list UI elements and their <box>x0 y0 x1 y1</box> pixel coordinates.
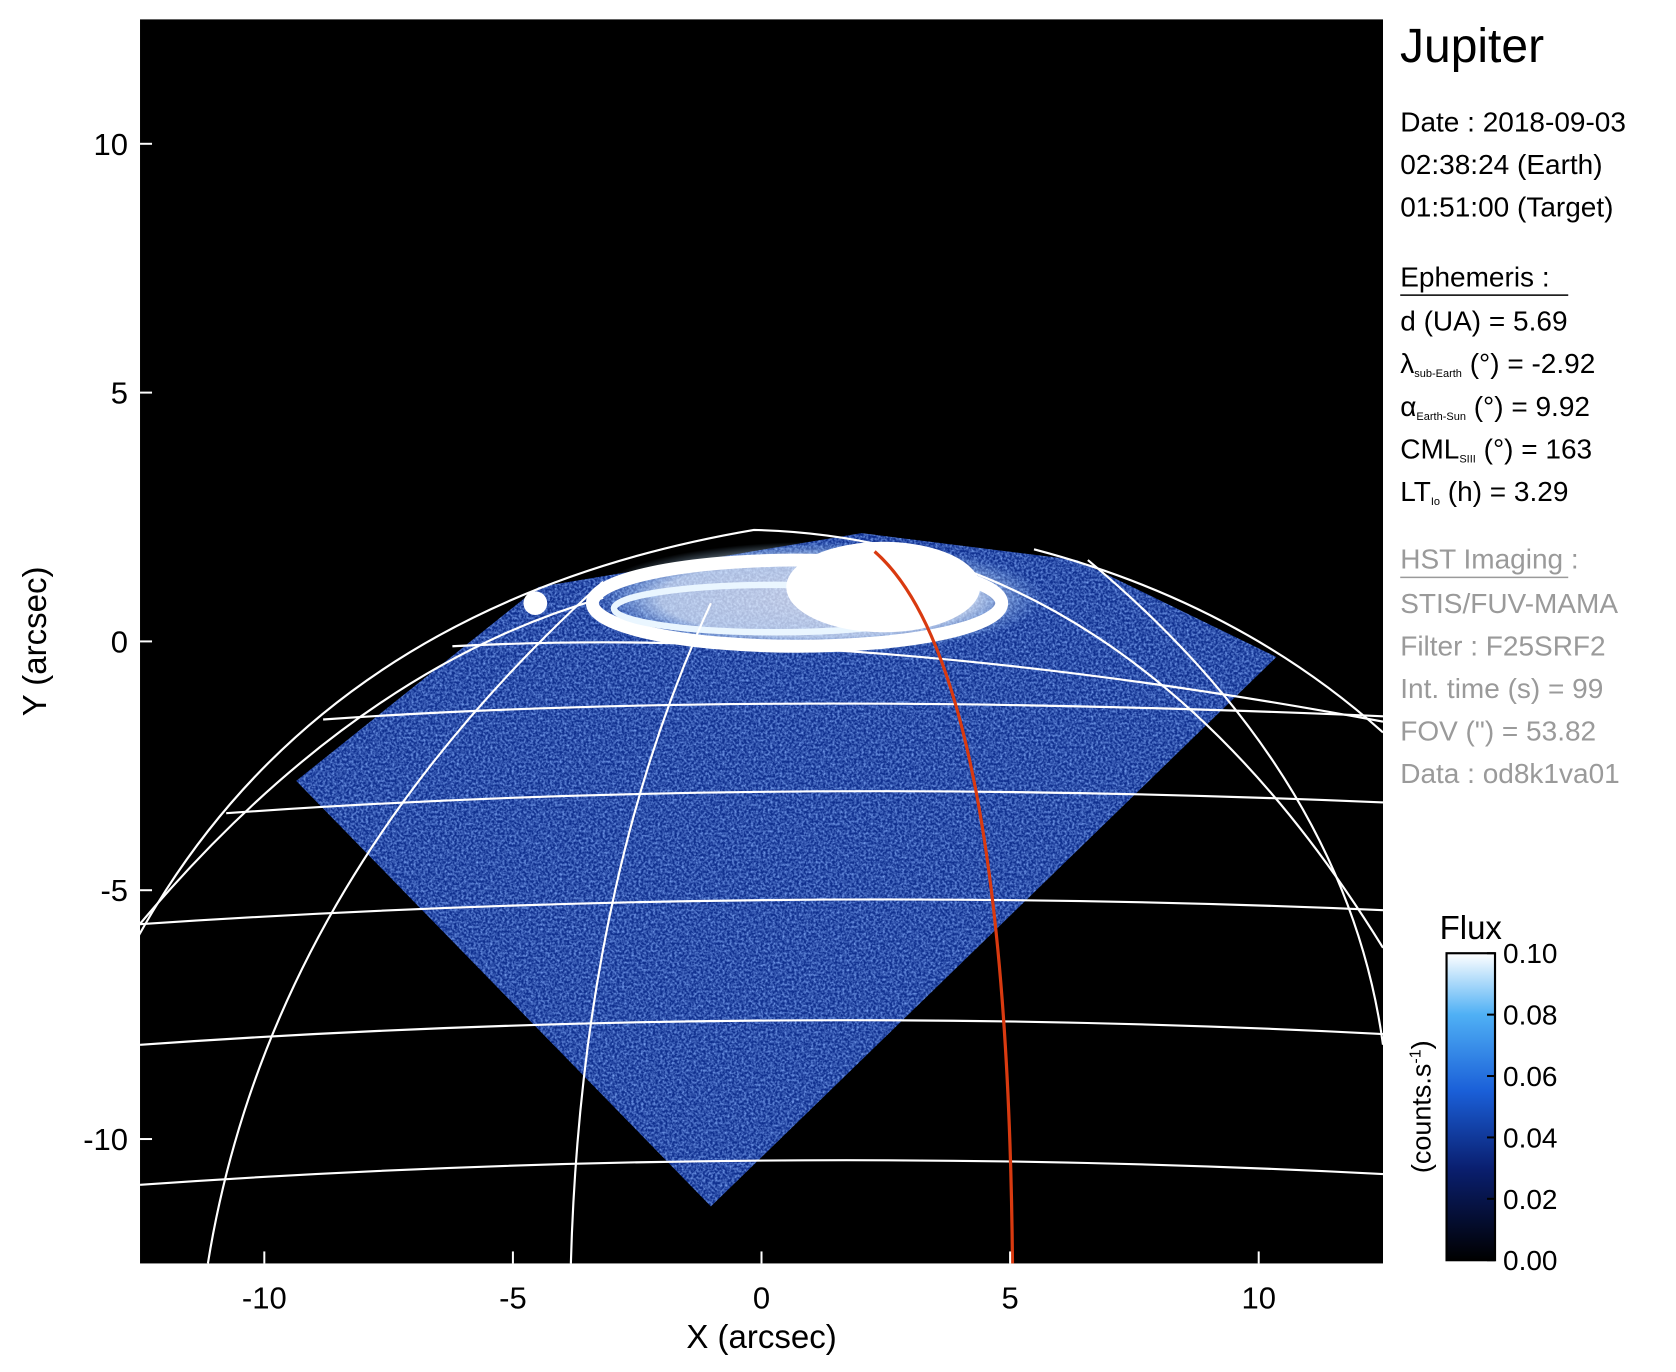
colorbar-tick-label: 0.04 <box>1503 1122 1558 1153</box>
value-text: (h) = 3.29 <box>1440 476 1568 507</box>
observation-line: Filter : F25SRF2 <box>1400 630 1605 661</box>
x-tick-label: -5 <box>499 1280 527 1315</box>
x-tick-label: -10 <box>242 1280 287 1315</box>
colorbar-label: Flux <box>1440 909 1503 946</box>
value-text: (°) = 163 <box>1476 433 1592 464</box>
x-tick-label: 5 <box>1001 1280 1018 1315</box>
observation-line: FOV (") = 53.82 <box>1400 716 1596 747</box>
reference-meridian <box>873 550 1015 1264</box>
date-line: 01:51:00 (Target) <box>1400 191 1613 222</box>
aurora-bright <box>786 541 981 633</box>
ephemeris-line: CMLSIII (°) = 163 <box>1400 433 1592 465</box>
observation-line: STIS/FUV-MAMA <box>1400 588 1618 619</box>
colorbar-tick-label: 0.02 <box>1503 1184 1558 1215</box>
symbol: LT <box>1400 476 1431 507</box>
unit-text: (counts.s <box>1406 1064 1436 1174</box>
y-tick-label: -5 <box>100 873 128 908</box>
x-tick-label: 10 <box>1241 1280 1275 1315</box>
section-title: HST Imaging : <box>1400 544 1578 575</box>
observation-line: Data : od8k1va01 <box>1400 758 1620 789</box>
colorbar-tick-label: 0.06 <box>1503 1061 1558 1092</box>
subscript: Io <box>1431 496 1440 508</box>
title: Jupiter <box>1400 20 1544 73</box>
value-text: = 5.69 <box>1481 306 1567 337</box>
unit-end: ) <box>1406 1040 1436 1049</box>
ephemeris-line: αEarth-Sun (°) = 9.92 <box>1400 391 1590 423</box>
y-tick-label: 5 <box>111 376 128 411</box>
colorbar-tick-label: 0.00 <box>1503 1245 1558 1276</box>
section-title: Ephemeris : <box>1400 262 1549 293</box>
symbol: CML <box>1400 433 1459 464</box>
ephemeris-line: d (UA) = 5.69 <box>1400 306 1567 337</box>
colorbar-tick-label: 0.10 <box>1503 938 1558 969</box>
emission-texture <box>296 533 1277 1207</box>
date-line: 02:38:24 (Earth) <box>1400 149 1602 180</box>
symbol: λ <box>1400 348 1414 379</box>
plot-image <box>140 19 1497 1264</box>
y-axis-label: Y (arcsec) <box>16 567 53 717</box>
y-tick-label: 0 <box>111 624 128 659</box>
y-tick-label: 10 <box>94 127 128 162</box>
colorbar-tick-label: 0.08 <box>1503 1000 1558 1031</box>
x-axis-label: X (arcsec) <box>686 1318 836 1355</box>
io-footprint <box>523 591 548 616</box>
ephemeris-line: λsub-Earth (°) = -2.92 <box>1400 348 1595 380</box>
subscript: SIII <box>1459 453 1476 465</box>
aurora-oval <box>585 553 1009 653</box>
value-text: (°) = 9.92 <box>1466 391 1590 422</box>
subscript: Earth-Sun <box>1416 411 1466 423</box>
x-tick-label: 0 <box>753 1280 770 1315</box>
planet-grid <box>140 528 1383 1264</box>
ephemeris-line: LTIo (h) = 3.29 <box>1400 476 1568 508</box>
y-tick-label: -10 <box>83 1122 128 1157</box>
date-line: Date : 2018-09-03 <box>1400 106 1626 137</box>
colorbar <box>1445 952 1497 1262</box>
subscript: sub-Earth <box>1414 368 1462 380</box>
colorbar-unit: (counts.s-1) <box>1406 1040 1436 1173</box>
unit-sup: -1 <box>1407 1049 1424 1063</box>
observation-line: Int. time (s) = 99 <box>1400 673 1603 704</box>
symbol: α <box>1400 391 1416 422</box>
value-text: (°) = -2.92 <box>1462 348 1595 379</box>
symbol: d (UA) <box>1400 306 1481 337</box>
